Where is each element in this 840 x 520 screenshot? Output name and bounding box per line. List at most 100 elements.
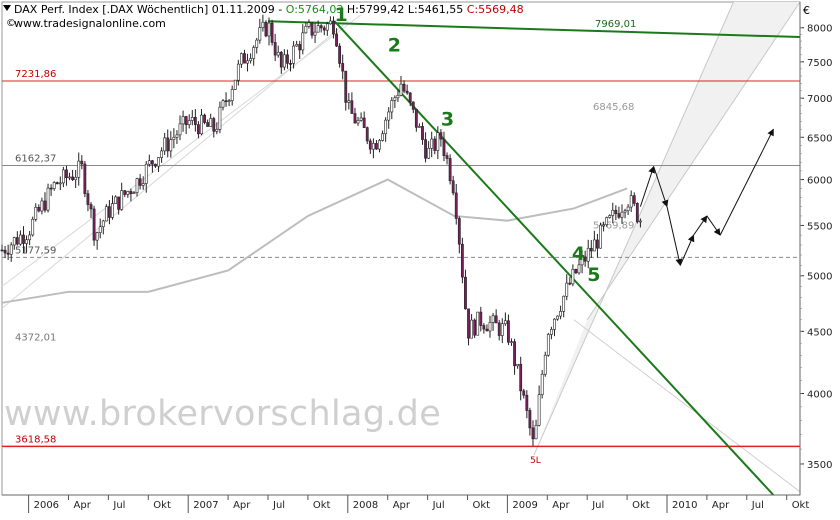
candle-body xyxy=(276,51,280,56)
candle xyxy=(193,109,197,132)
candle xyxy=(329,16,332,25)
candle xyxy=(479,306,483,332)
wave-label-5: 5 xyxy=(587,264,600,286)
currency-label: € xyxy=(803,4,810,17)
wave-label-1: 1 xyxy=(335,4,348,26)
candle xyxy=(282,49,286,71)
candle-body xyxy=(286,54,289,64)
candle xyxy=(313,22,317,44)
candle xyxy=(516,363,520,369)
y-tick-label: 7000 xyxy=(807,94,832,105)
candle-body xyxy=(553,318,556,330)
candle xyxy=(353,107,357,124)
lower-parallel-line xyxy=(573,319,801,493)
candle xyxy=(368,138,372,154)
candle-body xyxy=(602,224,605,227)
candle xyxy=(488,315,492,338)
candle-body xyxy=(335,33,338,47)
candle xyxy=(418,123,421,128)
candle-body xyxy=(510,341,513,343)
candle xyxy=(439,129,443,147)
candle-body xyxy=(233,79,237,90)
x-tick-label: Apr xyxy=(233,500,251,511)
candle xyxy=(55,181,59,185)
candle-body xyxy=(15,237,19,245)
candle-body xyxy=(424,139,427,159)
candle xyxy=(230,85,234,106)
candle xyxy=(375,140,378,150)
candle xyxy=(402,80,406,94)
candle xyxy=(0,244,4,252)
candle xyxy=(3,245,7,258)
collapse-arrow-icon[interactable] xyxy=(3,5,11,11)
candle xyxy=(568,277,572,286)
candle-body xyxy=(123,190,127,195)
candle-body xyxy=(362,117,366,128)
candle xyxy=(58,176,62,191)
candle-body xyxy=(215,129,219,132)
candle xyxy=(279,51,283,74)
candle-body xyxy=(218,106,222,130)
candle-body xyxy=(34,207,38,220)
candle-body xyxy=(405,90,409,94)
candle xyxy=(249,53,253,64)
candle xyxy=(583,250,587,267)
candle xyxy=(126,190,130,198)
candle xyxy=(338,43,342,68)
candle-body xyxy=(375,143,378,150)
candle xyxy=(203,113,206,125)
candle xyxy=(638,218,642,228)
candle-body xyxy=(61,169,65,184)
candle-body xyxy=(353,113,357,124)
candle xyxy=(175,130,179,145)
candle xyxy=(614,205,618,221)
candle-body xyxy=(396,94,400,99)
candle-body xyxy=(224,100,228,103)
candle-body xyxy=(108,206,111,218)
x-tick-label: Jul xyxy=(112,500,125,511)
x-axis xyxy=(2,494,800,513)
candle xyxy=(190,110,194,126)
candle-body xyxy=(402,83,406,92)
candle-body xyxy=(255,39,259,48)
candle xyxy=(86,189,90,212)
candle xyxy=(592,230,596,252)
y-tick-label: 8000 xyxy=(807,24,832,35)
candle xyxy=(135,177,139,197)
candle xyxy=(500,318,504,344)
candle-body xyxy=(559,311,563,317)
candle-body xyxy=(313,31,317,36)
candle xyxy=(98,218,102,239)
candle xyxy=(28,230,32,246)
candle-body xyxy=(513,341,516,367)
candle-body xyxy=(485,328,489,332)
candle-body xyxy=(338,45,342,64)
candle-body xyxy=(117,196,121,210)
candle xyxy=(424,132,427,163)
candle-body xyxy=(470,319,473,339)
candle xyxy=(347,92,351,110)
candle xyxy=(396,89,400,102)
candle-body xyxy=(445,155,449,159)
candle-body xyxy=(577,264,581,274)
y-tick-label: 7500 xyxy=(807,58,832,69)
secondary-label-0: 4372,01 xyxy=(15,333,56,344)
candle xyxy=(549,326,553,340)
candle-body xyxy=(184,116,188,125)
candle-body xyxy=(586,247,590,262)
candle-body xyxy=(150,160,154,165)
candle xyxy=(565,274,569,301)
candle-body xyxy=(356,120,360,124)
candle-body xyxy=(49,187,53,190)
candle xyxy=(531,420,535,446)
candle xyxy=(22,226,25,253)
candle xyxy=(61,166,65,188)
candle xyxy=(46,183,50,213)
channel-line-lower xyxy=(586,1,801,321)
candle-body xyxy=(565,282,569,297)
candle xyxy=(405,84,409,95)
level-label-3: 3618,58 xyxy=(15,434,56,445)
candle xyxy=(101,219,105,235)
candle-body xyxy=(540,373,544,395)
